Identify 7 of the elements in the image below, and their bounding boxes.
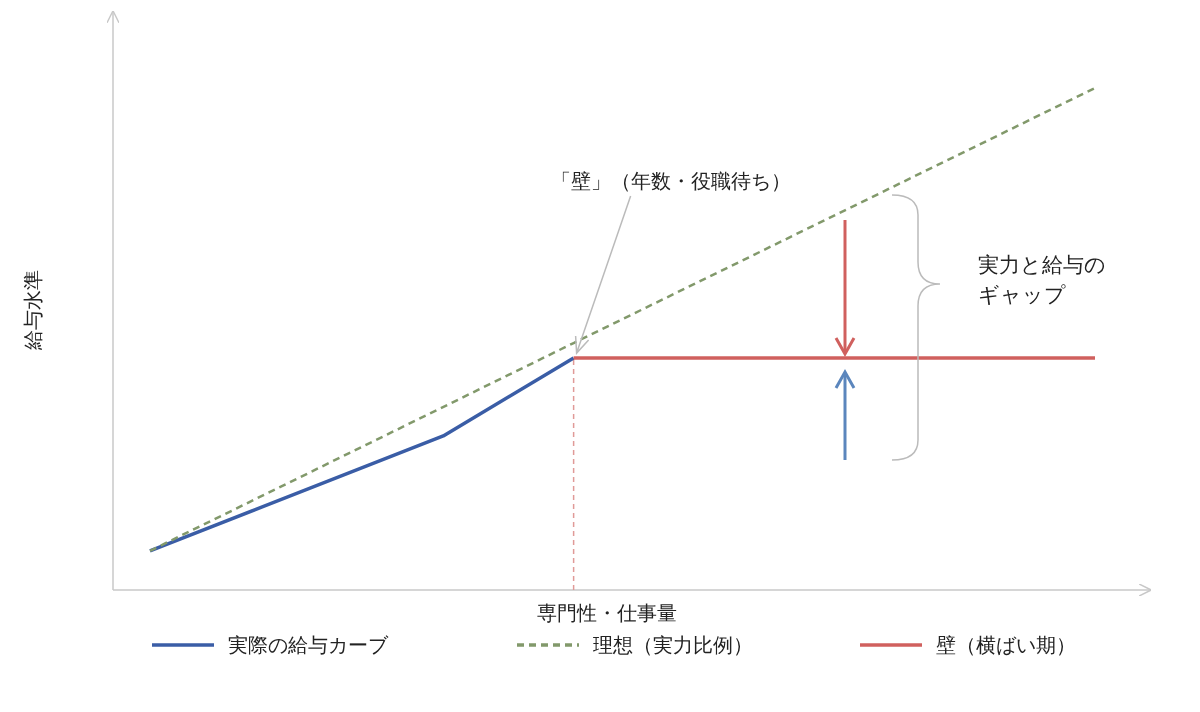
legend-label: 実際の給与カーブ bbox=[228, 633, 389, 657]
annotation: 「壁」（年数・役職待ち） bbox=[550, 169, 791, 194]
annotation: 実力と給与のギャップ bbox=[978, 253, 1106, 307]
legend-label: 壁（横ばい期） bbox=[936, 633, 1076, 657]
legend-label: 理想（実力比例） bbox=[593, 633, 753, 657]
y-axis-title: 給与水準 bbox=[21, 270, 45, 351]
x-axis-title: 専門性・仕事量 bbox=[536, 601, 677, 625]
